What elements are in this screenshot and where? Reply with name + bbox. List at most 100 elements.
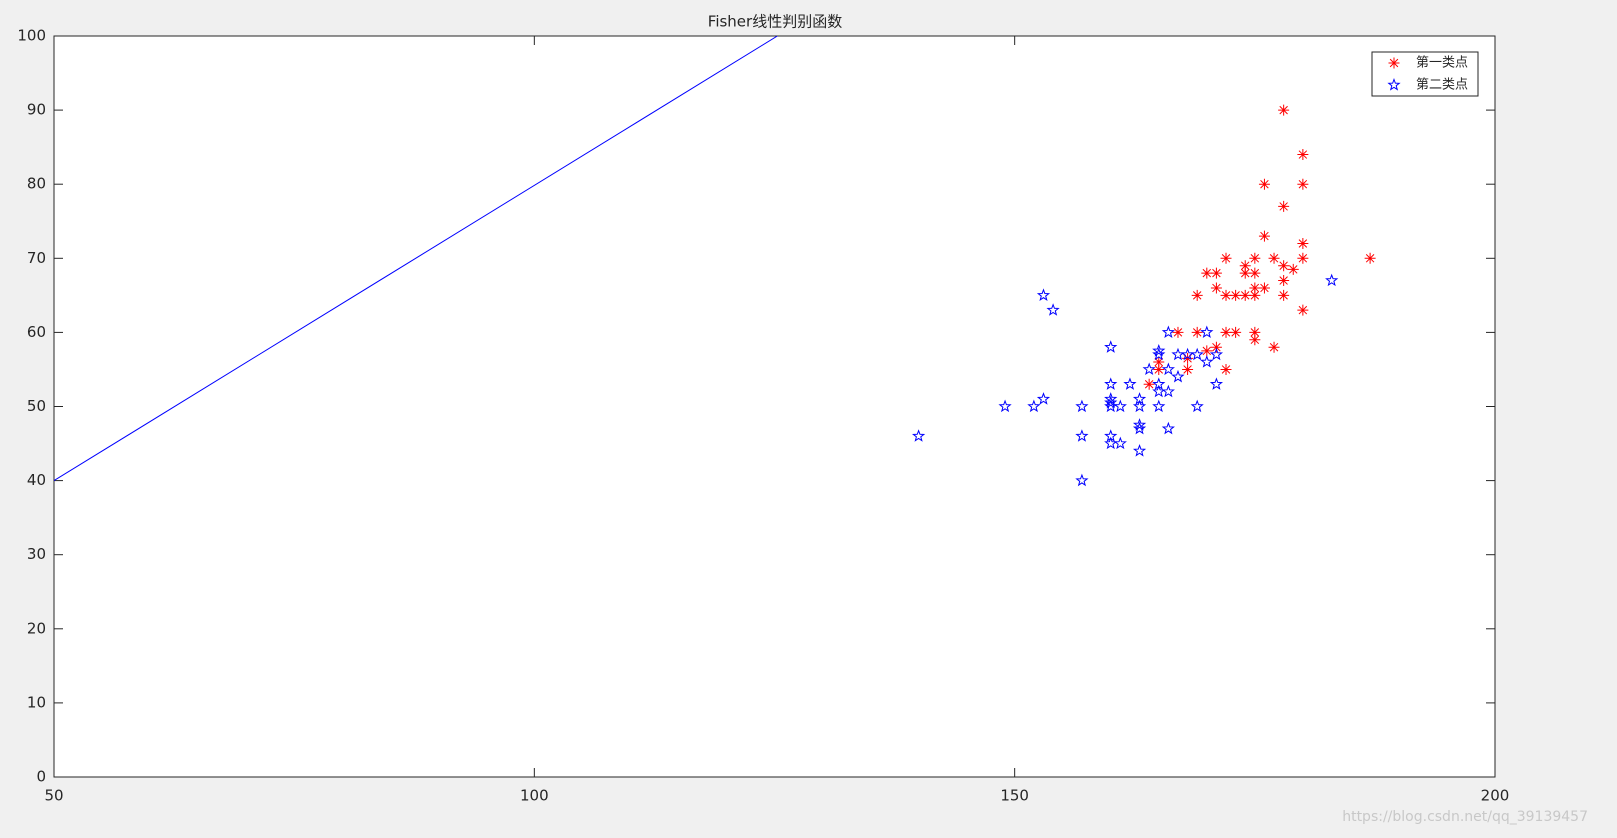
asterisk-point (1249, 267, 1261, 279)
watermark: https://blog.csdn.net/qq_39139457 (1342, 809, 1588, 825)
asterisk-point (1249, 282, 1261, 294)
asterisk-point (1172, 326, 1184, 338)
y-tick-label: 70 (27, 249, 46, 267)
star-point (1132, 418, 1147, 431)
asterisk-point (1239, 260, 1251, 272)
asterisk-point (1143, 378, 1155, 390)
asterisk-point (1220, 326, 1232, 338)
y-tick-label: 60 (27, 323, 46, 341)
star-point (1113, 436, 1127, 450)
star-point (1046, 303, 1060, 316)
asterisk-point (1249, 252, 1261, 264)
asterisk-point (1258, 282, 1270, 294)
asterisk-point (1278, 275, 1290, 287)
asterisk-point (1153, 363, 1165, 375)
asterisk-point (1210, 282, 1222, 294)
asterisk-point (1153, 356, 1165, 368)
star-point (1325, 273, 1339, 287)
chart-title: Fisher线性判别函数 (708, 13, 842, 31)
asterisk-point (1239, 267, 1251, 279)
asterisk-point (1201, 345, 1213, 357)
asterisk-point (1201, 267, 1213, 279)
asterisk-point (1278, 104, 1290, 116)
star-point (1142, 362, 1156, 376)
star-point (1132, 399, 1147, 413)
star-point (1200, 355, 1214, 368)
star-point (1075, 473, 1089, 487)
star-point (1123, 377, 1137, 390)
asterisk-point (1258, 230, 1270, 242)
asterisk-point (1191, 326, 1203, 338)
star-point (1200, 325, 1214, 339)
y-tick-label: 0 (36, 768, 46, 786)
star-point (1152, 347, 1166, 361)
asterisk-point (1220, 363, 1232, 375)
star-point (1161, 325, 1175, 339)
star-point (1075, 429, 1089, 442)
x-tick-label: 150 (1000, 787, 1029, 805)
star-point (1190, 399, 1204, 413)
asterisk-point (1258, 178, 1270, 190)
star-point (1152, 399, 1166, 413)
star-point (1161, 362, 1175, 376)
asterisk-point (1297, 252, 1309, 264)
legend-label: 第一类点 (1416, 56, 1468, 71)
asterisk-point (1268, 341, 1280, 353)
asterisk-point (1297, 178, 1309, 190)
star-point (1104, 340, 1118, 353)
asterisk-point (1210, 341, 1222, 353)
legend-label: 第二类点 (1416, 78, 1468, 93)
star-point (1027, 399, 1041, 413)
star-point (1036, 288, 1051, 301)
axes-box (53, 35, 1496, 778)
asterisk-point (1249, 289, 1261, 301)
asterisk-point (1278, 200, 1290, 212)
asterisk-point (1249, 326, 1261, 338)
y-tick-label: 20 (27, 619, 46, 637)
star-point (1161, 384, 1175, 398)
star-point (1036, 392, 1051, 405)
star-point (1104, 395, 1118, 409)
star-point (1209, 377, 1224, 390)
star-point (1075, 399, 1089, 413)
y-tick-label: 80 (27, 175, 46, 193)
star-point (1132, 421, 1147, 435)
asterisk-point (1278, 260, 1290, 272)
asterisk-point (1297, 149, 1309, 161)
star-point (1104, 377, 1118, 390)
y-tick-label: 10 (27, 693, 46, 711)
star-point (1209, 347, 1224, 361)
asterisk-point (1182, 352, 1194, 364)
star-point (912, 429, 926, 442)
asterisk-point (1220, 289, 1232, 301)
star-point (1152, 344, 1166, 357)
asterisk-point (1364, 252, 1376, 264)
y-tick-label: 100 (17, 27, 46, 45)
legend-box (1371, 51, 1479, 97)
star-point (1113, 399, 1127, 413)
asterisk-point (1249, 334, 1261, 346)
asterisk-point (1287, 263, 1299, 275)
asterisk-point (1388, 57, 1400, 69)
asterisk-point (1268, 252, 1280, 264)
asterisk-point (1297, 237, 1309, 249)
discriminant-line (54, 36, 778, 482)
asterisk-point (1220, 252, 1232, 264)
asterisk-point (1182, 363, 1194, 375)
asterisk-point (1230, 289, 1242, 301)
star-point (1190, 347, 1204, 361)
asterisk-point (1297, 304, 1309, 316)
asterisk-point (1239, 289, 1251, 301)
asterisk-point (1278, 289, 1290, 301)
star-point (1132, 444, 1147, 457)
y-tick-label: 90 (27, 101, 46, 119)
x-tick-label: 100 (520, 787, 549, 805)
x-tick-label: 50 (44, 787, 63, 805)
y-tick-label: 30 (27, 545, 46, 563)
star-point (1387, 78, 1401, 91)
star-point (1171, 369, 1185, 383)
plot-area (54, 36, 1495, 777)
asterisk-point (1210, 267, 1222, 279)
